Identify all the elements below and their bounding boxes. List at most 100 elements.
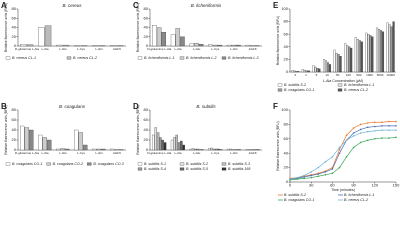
point <box>359 141 362 144</box>
x-tick-label: L-Gln <box>230 151 238 155</box>
bar <box>208 148 211 151</box>
y-tick-label: 100 <box>281 107 288 112</box>
point <box>366 139 369 142</box>
bar <box>96 148 101 151</box>
bar <box>365 32 368 73</box>
point <box>310 176 313 179</box>
point <box>359 123 362 126</box>
y-tick-label: 20 <box>12 34 17 39</box>
point <box>366 122 369 124</box>
legend-swatch <box>137 162 143 166</box>
bar <box>226 44 232 47</box>
bar <box>231 44 237 47</box>
point <box>352 127 355 129</box>
legend-label: B. coagulans CO-1 <box>284 198 314 202</box>
x-tick-label: D-glutamine L-Ala <box>147 151 171 155</box>
point <box>395 129 397 131</box>
y-tick-label: 20 <box>284 165 289 170</box>
panel-letter: C <box>133 1 139 10</box>
bar <box>326 62 330 73</box>
x-tick-label: AGFK <box>113 151 121 155</box>
bar <box>305 70 308 73</box>
x-tick-label: D-glutamine L-Ala <box>147 47 171 51</box>
bar <box>38 27 45 47</box>
x-tick-label: L-Cys <box>211 47 219 51</box>
y-tick-label: 40 <box>144 127 149 132</box>
line <box>289 121 396 179</box>
bar <box>322 59 326 73</box>
x-tick-label: L-Cys <box>77 47 85 51</box>
line <box>289 137 397 181</box>
point <box>352 135 355 137</box>
bar <box>238 149 241 151</box>
x-tick-label: AGFK <box>249 151 257 155</box>
x-tick-label: L-Gln <box>230 47 238 51</box>
bar <box>254 149 258 151</box>
legend-swatch <box>277 88 283 92</box>
y-tick-label: 80 <box>284 19 289 24</box>
line <box>289 129 396 180</box>
point <box>324 171 327 173</box>
x-tick-label: D-glutamine L-Ala <box>15 151 39 155</box>
chart-title: B. subtilis <box>196 104 216 109</box>
y-tick-label: 40 <box>144 25 149 30</box>
bar <box>163 142 167 151</box>
legend-label: B. subtilis S-5 <box>186 167 208 171</box>
bar <box>381 31 385 73</box>
legend-swatch <box>179 162 185 166</box>
legend-label: B. licheniformis L-1 <box>344 83 375 87</box>
x-tick-label: L-Glu <box>59 47 67 51</box>
legend-label: B. subtilis S-1 <box>144 162 166 166</box>
legend-label: B. coagulans CO-3 <box>93 162 123 166</box>
point <box>338 146 341 149</box>
bar <box>42 137 47 151</box>
point <box>317 166 320 169</box>
bar <box>356 39 359 73</box>
x-tick-label: L-Gln <box>95 151 103 155</box>
legend-label: B. subtilis S-4 <box>144 167 166 171</box>
legend-label: B. coagulans CO-1 <box>284 88 314 92</box>
bar <box>245 149 248 151</box>
y-tick-label: 20 <box>144 34 149 39</box>
point <box>359 128 362 131</box>
point <box>374 130 376 132</box>
bar <box>74 129 79 151</box>
legend-label: B. coagulans CO-2 <box>53 162 83 166</box>
legend-swatch <box>221 167 227 171</box>
point <box>345 134 348 136</box>
x-tick-label: 5000 <box>377 73 384 77</box>
bar <box>388 24 391 73</box>
x-tick-label: 0 <box>289 183 292 188</box>
bar <box>324 60 328 73</box>
bar <box>56 44 63 47</box>
bar <box>215 148 218 151</box>
bar <box>161 139 164 151</box>
legend-label: B. cereus CL-2 <box>344 198 368 202</box>
point <box>381 121 383 124</box>
point <box>296 176 298 179</box>
point <box>366 126 369 129</box>
legend-label: B. licheniformis L-1 <box>144 56 175 60</box>
bar <box>47 139 52 151</box>
bar <box>198 44 204 47</box>
point <box>388 125 390 127</box>
bar <box>20 125 25 151</box>
point <box>352 146 355 149</box>
y-tick-label: 60 <box>284 136 289 141</box>
legend-swatch <box>337 88 343 92</box>
bar <box>333 49 336 73</box>
point <box>296 178 298 180</box>
x-tick-label: L-Glu <box>193 151 201 155</box>
point <box>338 166 341 169</box>
legend-swatch <box>221 162 227 166</box>
bar <box>182 144 185 151</box>
point <box>352 132 355 134</box>
x-tick-label: L-Ala <box>174 47 181 51</box>
x-axis-label: L-Ala Concentration (µM) <box>323 79 363 83</box>
legend-label: B. licheniformis L-1 <box>344 193 375 197</box>
bar <box>291 70 294 73</box>
point <box>381 129 383 131</box>
y-tick-label: 20 <box>12 137 17 142</box>
point <box>388 137 390 139</box>
x-tick-label: L-Glu <box>193 47 201 51</box>
